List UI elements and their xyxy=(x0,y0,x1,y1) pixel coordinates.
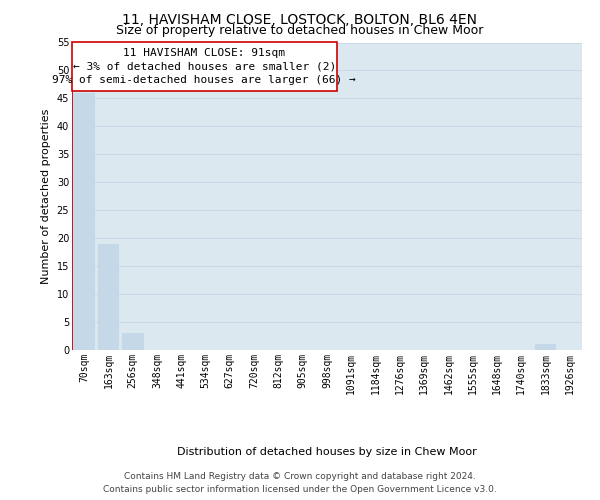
Text: Size of property relative to detached houses in Chew Moor: Size of property relative to detached ho… xyxy=(116,24,484,37)
X-axis label: Distribution of detached houses by size in Chew Moor: Distribution of detached houses by size … xyxy=(177,446,477,456)
Bar xyxy=(122,333,143,350)
Bar xyxy=(72,42,337,91)
Y-axis label: Number of detached properties: Number of detached properties xyxy=(41,108,51,284)
Bar xyxy=(535,344,556,350)
Text: 11, HAVISHAM CLOSE, LOSTOCK, BOLTON, BL6 4EN: 11, HAVISHAM CLOSE, LOSTOCK, BOLTON, BL6… xyxy=(122,12,478,26)
Bar xyxy=(97,244,119,350)
Bar xyxy=(73,93,95,350)
Text: 11 HAVISHAM CLOSE: 91sqm: 11 HAVISHAM CLOSE: 91sqm xyxy=(124,48,286,58)
Text: Contains HM Land Registry data © Crown copyright and database right 2024.
Contai: Contains HM Land Registry data © Crown c… xyxy=(103,472,497,494)
Text: ← 3% of detached houses are smaller (2): ← 3% of detached houses are smaller (2) xyxy=(73,62,336,72)
Text: 97% of semi-detached houses are larger (66) →: 97% of semi-detached houses are larger (… xyxy=(52,75,356,85)
